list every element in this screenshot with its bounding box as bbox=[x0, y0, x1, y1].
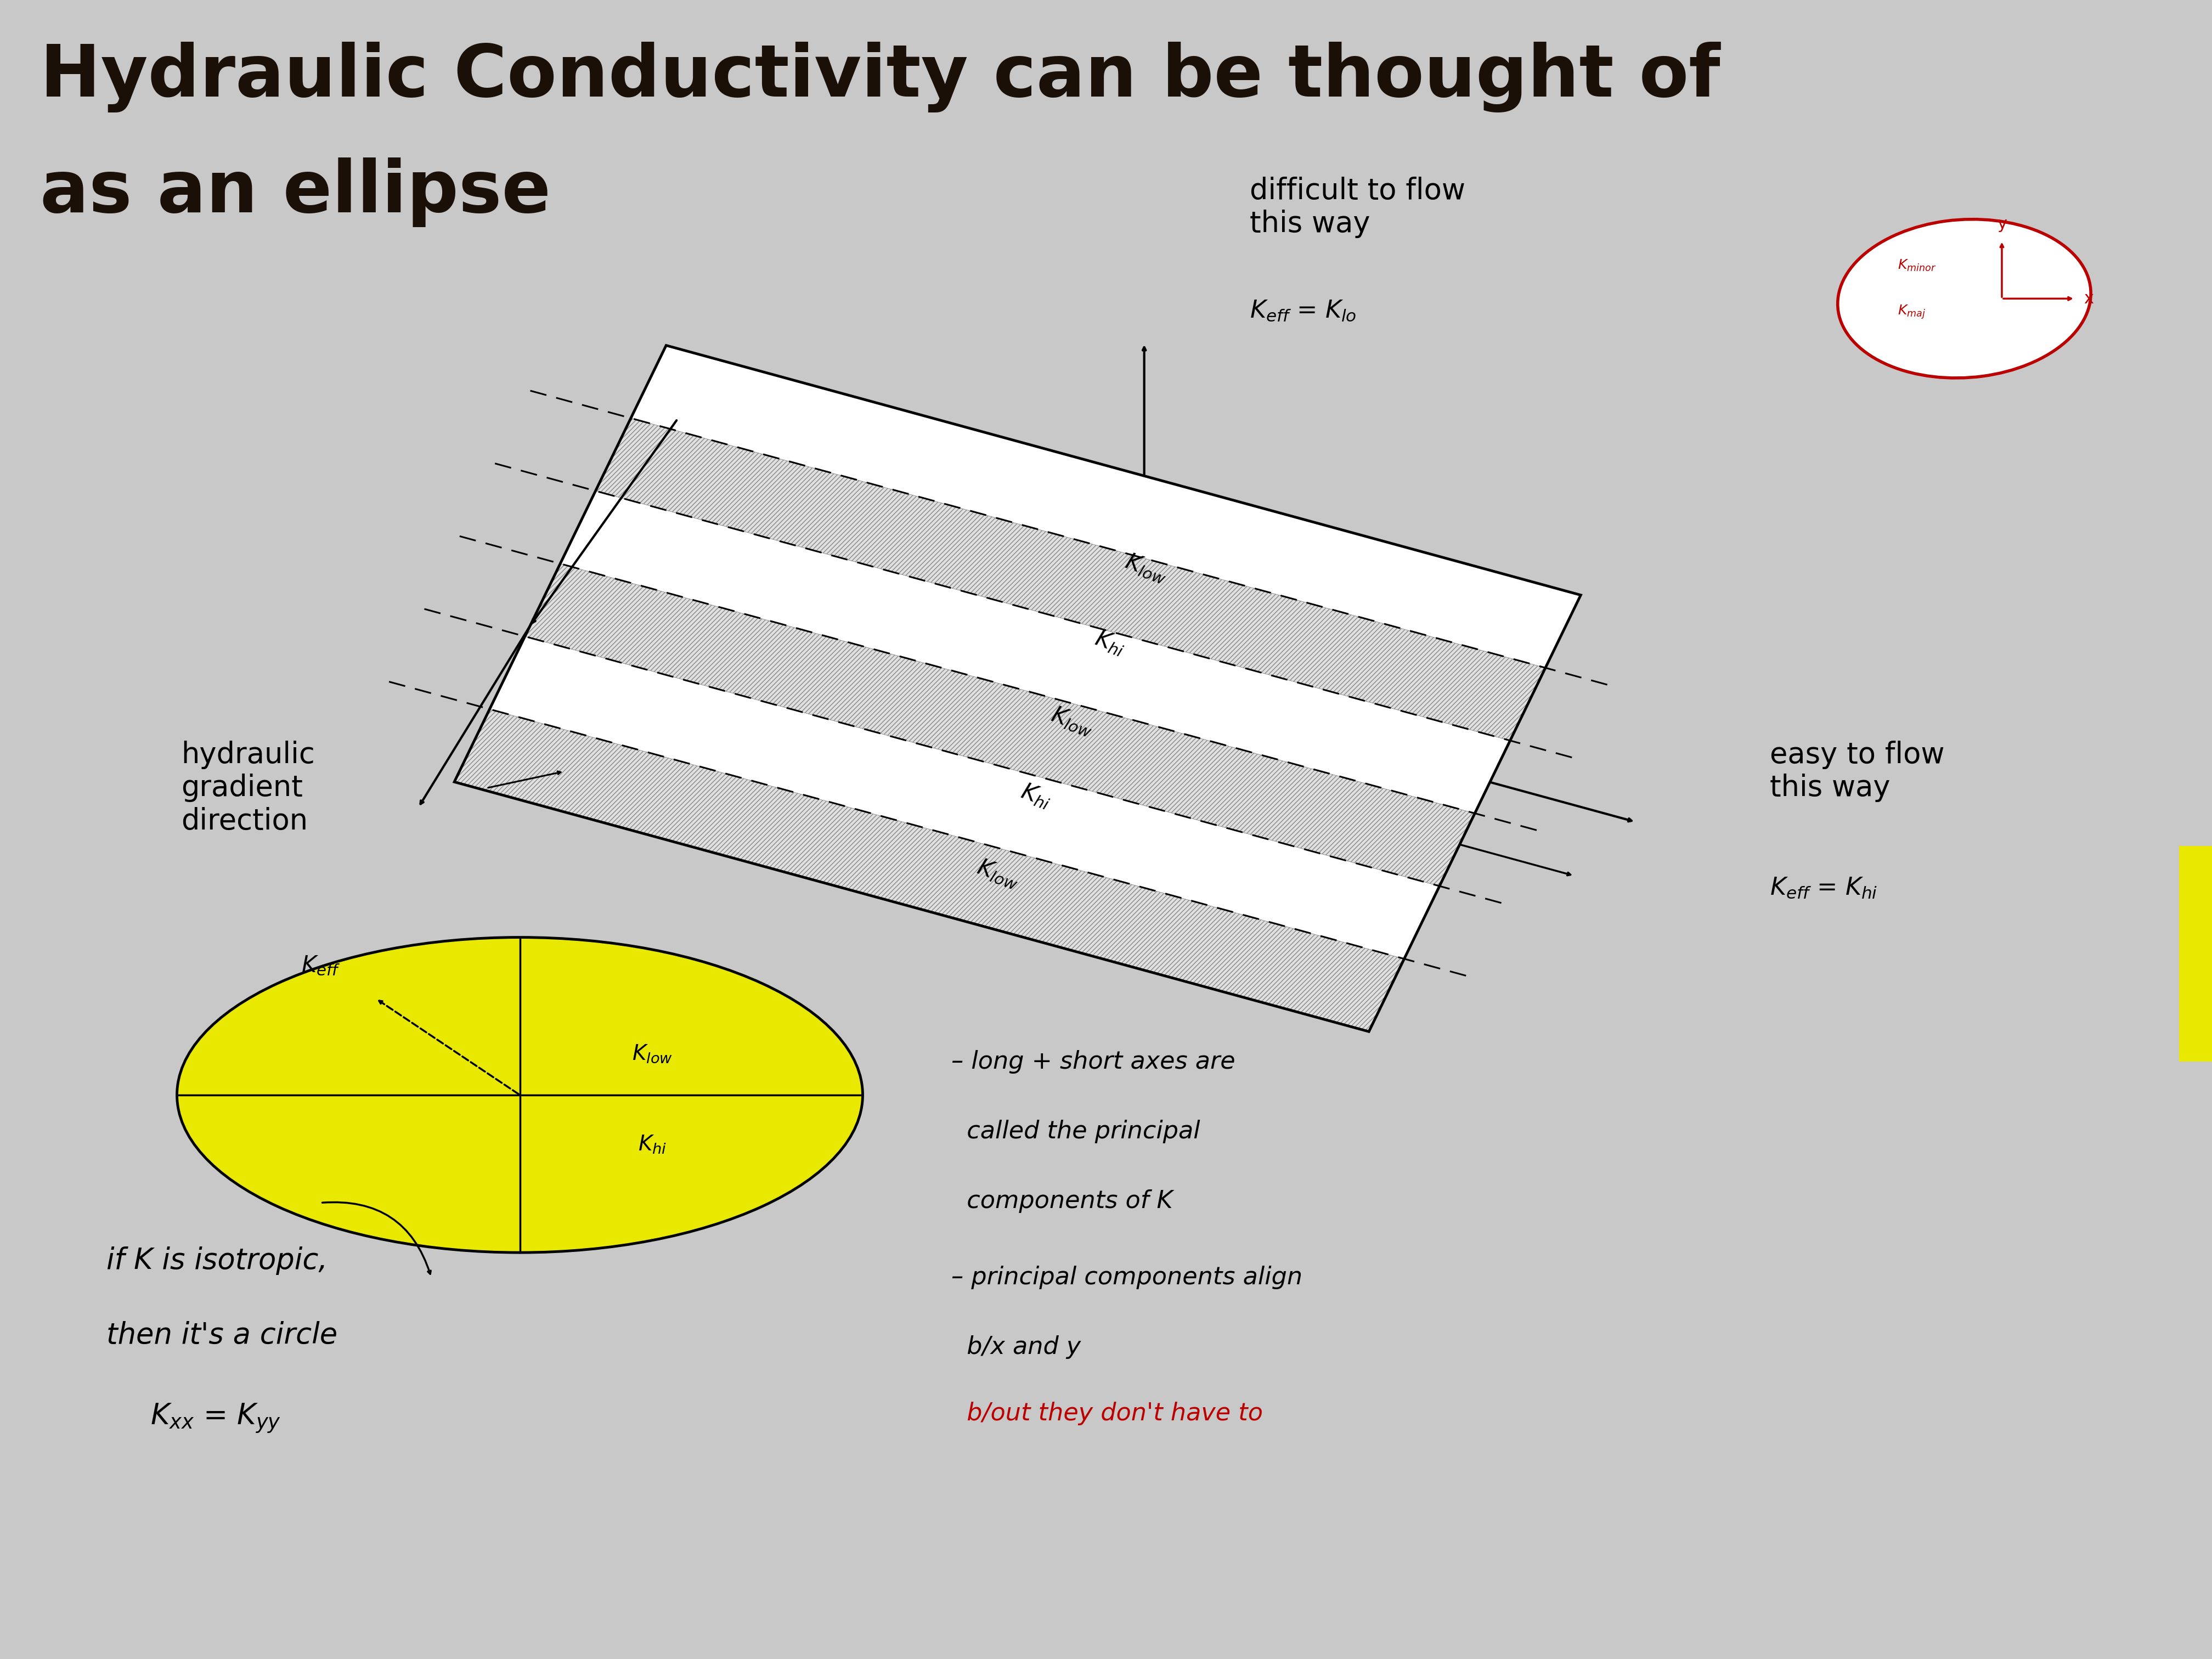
Text: y: y bbox=[1997, 216, 2006, 232]
Text: $K_{low}$: $K_{low}$ bbox=[1048, 703, 1097, 740]
Text: $K_{low}$: $K_{low}$ bbox=[973, 856, 1022, 893]
Text: $K_{xx}$ = $K_{yy}$: $K_{xx}$ = $K_{yy}$ bbox=[150, 1402, 281, 1435]
Text: if K is isotropic,: if K is isotropic, bbox=[106, 1246, 327, 1276]
Text: – long + short axes are: – long + short axes are bbox=[951, 1050, 1234, 1073]
Text: Hydraulic Conductivity can be thought of: Hydraulic Conductivity can be thought of bbox=[40, 41, 1721, 113]
FancyBboxPatch shape bbox=[2179, 846, 2212, 1062]
Text: as an ellipse: as an ellipse bbox=[40, 158, 551, 227]
Polygon shape bbox=[453, 708, 1405, 1032]
Text: hydraulic
gradient
direction: hydraulic gradient direction bbox=[181, 740, 314, 836]
Ellipse shape bbox=[1838, 219, 2090, 378]
Text: $K_{eff}$ = $K_{hi}$: $K_{eff}$ = $K_{hi}$ bbox=[1770, 876, 1878, 899]
Text: called the principal: called the principal bbox=[951, 1120, 1201, 1143]
Polygon shape bbox=[630, 345, 1582, 669]
Polygon shape bbox=[453, 345, 1582, 1032]
Text: b/x and y: b/x and y bbox=[951, 1335, 1082, 1359]
Text: $K_{low}$: $K_{low}$ bbox=[633, 1044, 672, 1063]
Ellipse shape bbox=[177, 937, 863, 1253]
Text: $K_{low}$: $K_{low}$ bbox=[1121, 551, 1170, 587]
Text: – principal components align: – principal components align bbox=[951, 1266, 1303, 1289]
Polygon shape bbox=[524, 564, 1475, 886]
Text: $K_{hi}$: $K_{hi}$ bbox=[1093, 627, 1128, 659]
Text: $K_{hi}$: $K_{hi}$ bbox=[639, 1135, 666, 1155]
Text: $K_{minor}$: $K_{minor}$ bbox=[1898, 259, 1936, 272]
Text: b/out they don't have to: b/out they don't have to bbox=[951, 1402, 1263, 1425]
Text: $K_{eff}$ = $K_{lo}$: $K_{eff}$ = $K_{lo}$ bbox=[1250, 299, 1356, 322]
Text: easy to flow
this way: easy to flow this way bbox=[1770, 740, 1944, 803]
Text: difficult to flow
this way: difficult to flow this way bbox=[1250, 176, 1464, 239]
Text: $K_{hi}$: $K_{hi}$ bbox=[1018, 780, 1055, 811]
Polygon shape bbox=[595, 418, 1546, 740]
Text: then it's a circle: then it's a circle bbox=[106, 1321, 336, 1350]
Polygon shape bbox=[560, 491, 1511, 813]
Text: $K_{maj}$: $K_{maj}$ bbox=[1898, 304, 1927, 320]
Text: components of K: components of K bbox=[951, 1190, 1172, 1213]
Polygon shape bbox=[489, 637, 1440, 959]
Text: x: x bbox=[2084, 290, 2093, 307]
Text: $K_{eff}$: $K_{eff}$ bbox=[301, 954, 341, 977]
